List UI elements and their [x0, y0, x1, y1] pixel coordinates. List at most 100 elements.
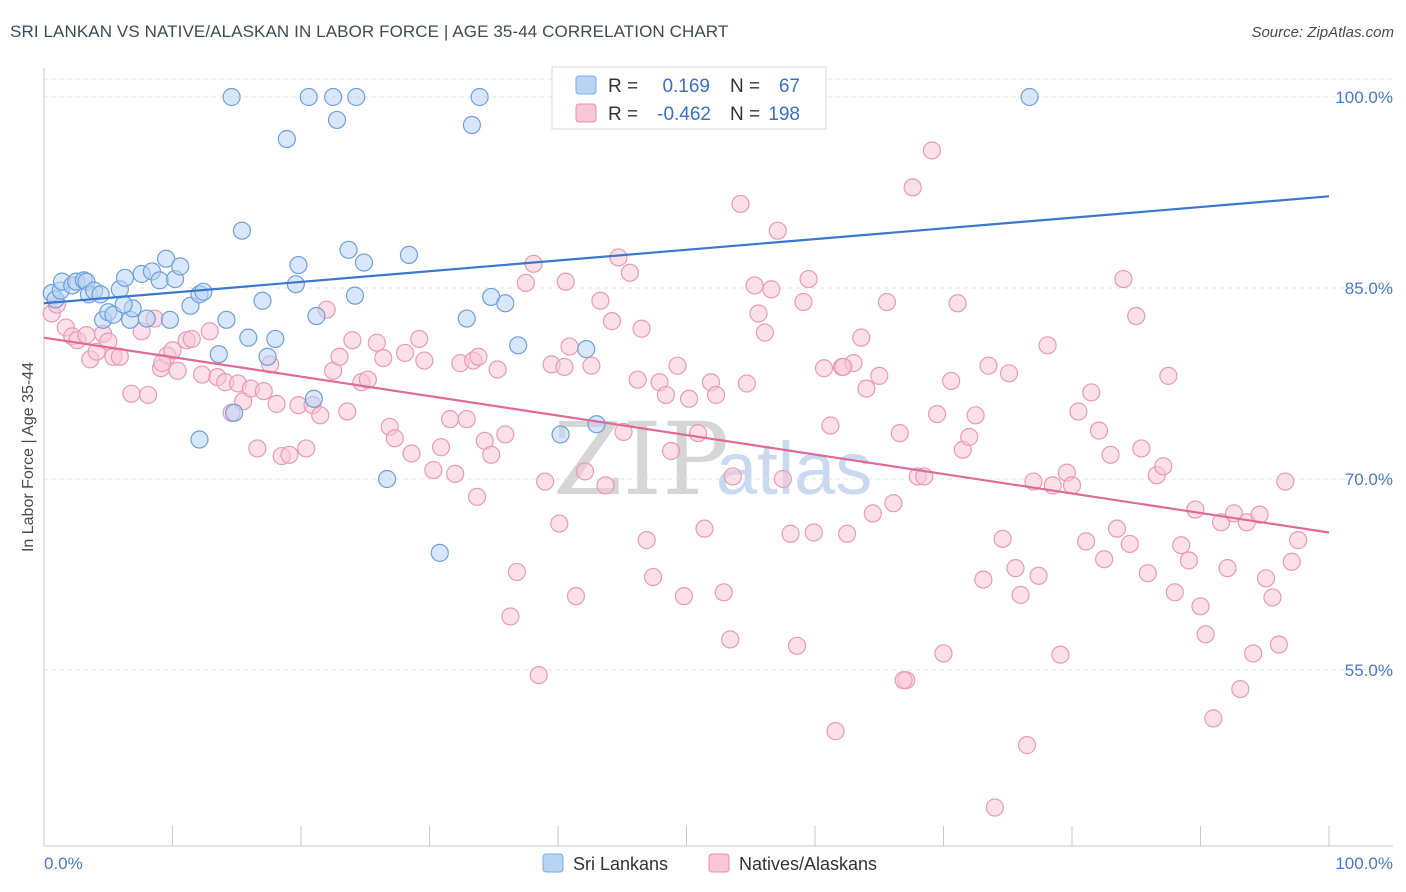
point-sri-lankan: [225, 403, 244, 422]
point-native-alaskan: [1250, 505, 1269, 524]
point-sri-lankan: [354, 253, 374, 272]
trend-lines: [43, 195, 1330, 534]
point-native-alaskan: [254, 382, 273, 401]
point-native-alaskan: [410, 329, 429, 349]
x-axis-ticks: [43, 826, 1330, 846]
point-native-alaskan: [1101, 445, 1120, 464]
point-sri-lankan: [171, 257, 190, 276]
point-native-alaskan: [628, 370, 647, 389]
point-native-alaskan: [560, 337, 579, 356]
trend-line-natives: [43, 336, 1330, 534]
point-native-alaskan: [787, 636, 807, 655]
point-sri-lankan: [327, 110, 347, 130]
point-native-alaskan: [457, 410, 476, 429]
point-native-alaskan: [248, 439, 267, 458]
point-sri-lankan: [304, 389, 323, 408]
point-native-alaskan: [737, 374, 756, 393]
legend-r-label: R =: [608, 104, 638, 125]
point-native-alaskan: [922, 141, 942, 160]
point-native-alaskan: [948, 294, 967, 313]
point-sri-lankan: [137, 309, 156, 328]
point-native-alaskan: [934, 644, 953, 663]
point-native-alaskan: [402, 444, 421, 463]
legend-n-label: N =: [730, 104, 760, 125]
point-native-alaskan: [1172, 536, 1191, 555]
correlation-legend: R = 0.169 N = 67 R = -0.462 N = 198: [551, 66, 827, 130]
point-native-alaskan: [826, 722, 845, 741]
legend-swatch-sri-lankans: [575, 75, 597, 95]
point-native-alaskan: [566, 587, 586, 606]
point-native-alaskan: [501, 607, 520, 626]
point-native-alaskan: [1231, 679, 1250, 699]
point-native-alaskan: [1282, 552, 1301, 571]
point-sri-lankan: [577, 340, 596, 359]
point-native-alaskan: [1095, 550, 1114, 569]
point-native-alaskan: [1165, 583, 1184, 602]
point-native-alaskan: [1179, 551, 1199, 570]
point-native-alaskan: [1017, 736, 1037, 755]
y-tick-label: 85.0%: [1345, 279, 1393, 298]
point-native-alaskan: [469, 347, 488, 366]
point-sri-lankan: [430, 543, 449, 562]
point-native-alaskan: [1069, 402, 1088, 421]
point-native-alaskan: [799, 269, 818, 289]
series-sri-lankans: [42, 87, 1039, 562]
point-sri-lankan: [258, 347, 277, 366]
point-native-alaskan: [979, 356, 998, 375]
point-native-alaskan: [890, 424, 909, 443]
series-legend: Sri Lankans Natives/Alaskans: [542, 853, 877, 874]
point-native-alaskan: [1289, 531, 1308, 550]
point-native-alaskan: [768, 221, 787, 240]
point-native-alaskan: [1244, 644, 1263, 663]
point-native-alaskan: [1186, 500, 1205, 519]
point-sri-lankan: [277, 129, 296, 149]
point-native-alaskan: [424, 460, 443, 480]
legend-swatch-natives: [575, 103, 597, 123]
point-native-alaskan: [1120, 534, 1139, 554]
point-native-alaskan: [695, 519, 714, 538]
point-native-alaskan: [1114, 269, 1133, 289]
point-native-alaskan: [661, 441, 681, 461]
point-native-alaskan: [536, 472, 555, 491]
point-native-alaskan: [1089, 421, 1109, 440]
point-sri-lankan: [377, 469, 397, 489]
point-native-alaskan: [385, 429, 404, 448]
point-native-alaskan: [884, 494, 903, 513]
point-sri-lankan: [266, 329, 285, 349]
legend-n-label: N =: [730, 76, 760, 97]
point-sri-lankan: [299, 87, 318, 107]
point-native-alaskan: [1276, 472, 1295, 491]
point-native-alaskan: [794, 292, 813, 312]
point-sri-lankan: [194, 282, 213, 301]
point-native-alaskan: [821, 416, 840, 435]
legend-r-value-natives: -0.462: [657, 104, 711, 125]
point-native-alaskan: [1196, 625, 1215, 644]
point-native-alaskan: [358, 370, 377, 389]
point-native-alaskan: [863, 504, 882, 523]
bottom-legend-swatch-sri-lankans: [542, 853, 564, 873]
point-native-alaskan: [870, 366, 889, 385]
legend-box: [551, 66, 827, 130]
point-sri-lankan: [150, 271, 169, 290]
point-native-alaskan: [1132, 439, 1151, 458]
point-native-alaskan: [440, 410, 460, 429]
point-native-alaskan: [1154, 457, 1173, 476]
point-native-alaskan: [877, 292, 897, 312]
point-native-alaskan: [656, 385, 676, 405]
point-native-alaskan: [395, 343, 415, 363]
point-sri-lankan: [222, 87, 241, 107]
point-sri-lankan: [217, 310, 236, 329]
point-native-alaskan: [1218, 559, 1237, 578]
point-native-alaskan: [163, 341, 182, 360]
point-native-alaskan: [338, 402, 357, 421]
point-native-alaskan: [550, 514, 569, 533]
point-native-alaskan: [745, 276, 764, 295]
watermark-zip: ZIP: [553, 401, 729, 518]
point-native-alaskan: [852, 328, 871, 347]
trend-line-sri-lankans: [43, 195, 1330, 305]
point-native-alaskan: [1269, 635, 1288, 654]
point-native-alaskan: [838, 524, 857, 543]
point-native-alaskan: [138, 385, 158, 405]
point-native-alaskan: [311, 406, 330, 425]
point-native-alaskan: [168, 361, 187, 380]
